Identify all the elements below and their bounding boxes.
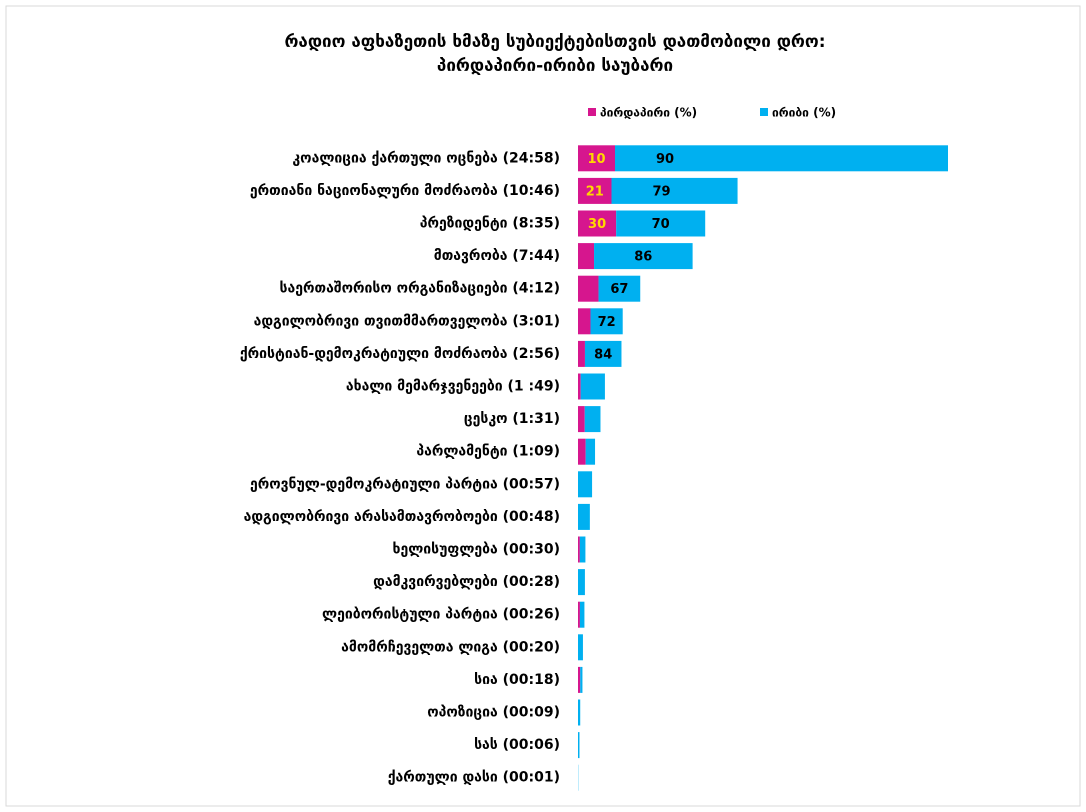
bar-segment: [578, 536, 580, 563]
category-label: ოპოზიცია (00:09): [427, 705, 560, 721]
category-label: კოალიცია ქართული ოცნება (24:58): [292, 150, 560, 166]
data-label: 30: [588, 217, 606, 232]
bar-segment: [615, 145, 948, 172]
bar-segment: [578, 569, 585, 596]
legend-label: პირდაპირი (%): [600, 106, 697, 120]
category-label: პარლამენტი (1:09): [416, 444, 560, 460]
category-label: ხელისუფლება (00:30): [393, 542, 561, 558]
category-label: ახალი მემარჯვენეები (1 :49): [346, 379, 560, 395]
bar-segment: [579, 536, 586, 563]
category-label: ამომრჩეველთა ლიგა (00:20): [341, 639, 560, 655]
bar-segment: [578, 308, 591, 335]
data-label: 90: [656, 152, 674, 167]
chart-subtitle: პირდაპირი-ირიბი საუბარი: [437, 56, 673, 76]
data-label: 70: [652, 217, 670, 232]
category-label: მთავრობა (7:44): [434, 248, 560, 264]
bar-segment: [578, 373, 581, 400]
bar-segment: [611, 177, 738, 204]
bar-segment: [580, 666, 583, 693]
category-label: სია (00:18): [474, 672, 560, 688]
category-label: ლეიბორისტული პარტია (00:26): [322, 607, 560, 623]
bar-segment: [578, 699, 581, 726]
data-label: 10: [587, 152, 605, 167]
category-label: საერთაშორისო ორგანიზაციები (4:12): [280, 281, 560, 297]
bar-segment: [585, 438, 596, 465]
legend-swatch: [760, 108, 768, 116]
bar-segment: [598, 275, 641, 302]
category-label: ცესკო (1:31): [464, 411, 560, 427]
legend-label: ირიბი (%): [772, 106, 836, 120]
bar-segment: [578, 634, 583, 661]
bar-segment: [578, 177, 612, 204]
bar-segment: [584, 340, 622, 367]
category-label: ეროვნულ-დემოკრატიული პარტია (00:57): [250, 476, 560, 492]
category-label: ადგილობრივი არასამთავრობოები (00:48): [244, 509, 560, 525]
category-label: ქრისტიან-დემოკრატიული მოძრაობა (2:56): [240, 346, 560, 362]
category-label: ადგილობრივი თვითმმართველობა (3:01): [254, 313, 560, 329]
bar-segment: [578, 210, 617, 237]
bar-segment: [578, 406, 585, 433]
bar-segment: [578, 438, 586, 465]
category-label: სას (00:06): [474, 737, 560, 753]
data-label: 84: [594, 347, 612, 362]
chart-title: რადიო აფხაზეთის ხმაზე სუბიექტებისთვის და…: [284, 32, 825, 52]
data-label: 67: [610, 282, 628, 297]
data-label: 79: [652, 184, 670, 199]
category-label: პრეზიდენტი (8:35): [420, 216, 560, 232]
bar-segment: [578, 145, 615, 172]
category-label: ქართული დასი (00:01): [388, 770, 560, 786]
bar-segment: [578, 243, 595, 270]
bar-segment: [578, 732, 580, 759]
bar-segment: [578, 275, 599, 302]
bar-segment: [580, 373, 605, 400]
data-label: 21: [586, 184, 604, 199]
data-label: 86: [634, 250, 652, 265]
data-label: 72: [598, 315, 616, 330]
bar-segment: [578, 340, 585, 367]
bar-segment: [590, 308, 623, 335]
bar-segment: [578, 503, 590, 530]
bar-segment: [578, 601, 580, 628]
legend-swatch: [588, 108, 596, 116]
bar-segment: [579, 601, 585, 628]
bar-segment: [578, 471, 593, 498]
bar-segment: [594, 243, 693, 270]
category-label: დამკვირვებლები (00:28): [373, 574, 560, 590]
bar-segment: [578, 666, 581, 693]
frame: [5, 5, 1081, 807]
bar-segment: [616, 210, 706, 237]
category-label: ერთიანი ნაციონალური მოძრაობა (10:46): [250, 183, 560, 199]
bar-segment: [584, 406, 601, 433]
